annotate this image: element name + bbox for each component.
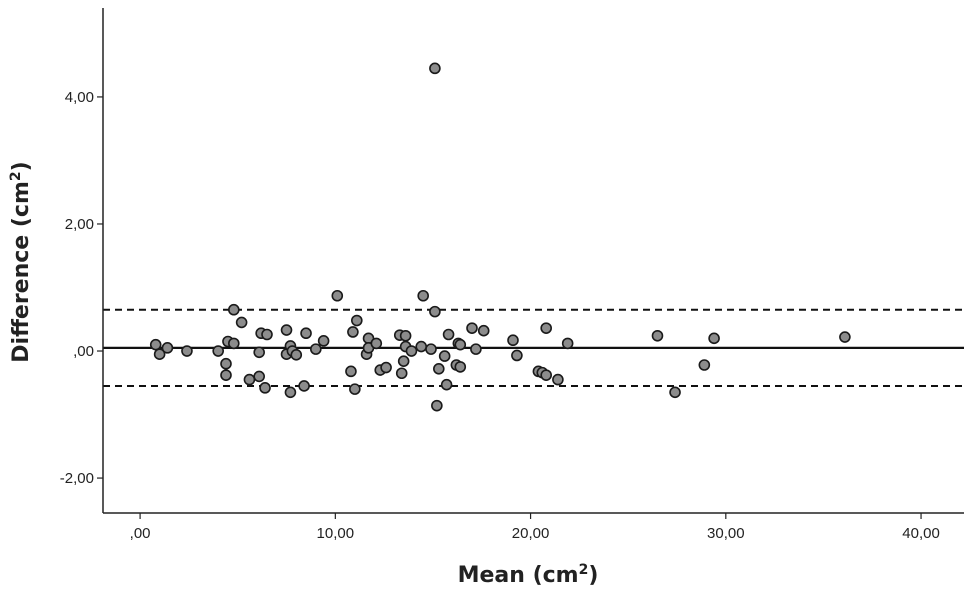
scatter-point	[395, 367, 408, 380]
scatter-point	[466, 322, 478, 334]
scatter-point	[161, 342, 174, 354]
scatter-point	[698, 359, 711, 371]
scatter-point	[399, 329, 412, 342]
y-tick-label: ,00	[73, 343, 94, 360]
scatter-point	[212, 345, 224, 357]
scatter-point	[370, 337, 383, 350]
scatter-point	[380, 361, 392, 374]
scatter-point	[220, 357, 232, 370]
scatter-point	[345, 365, 357, 378]
scatter-point	[259, 382, 271, 394]
scatter-point	[349, 383, 361, 395]
scatter-point	[310, 343, 322, 355]
scatter-point	[708, 332, 720, 345]
scatter-point	[228, 337, 240, 350]
y-axis-title-superscript: 2	[8, 171, 24, 181]
scatter-point	[438, 350, 451, 362]
scatter-point	[507, 334, 519, 347]
y-axis-ticks: -2,00 ,00 2,00 4,00	[60, 89, 103, 487]
reference-lines	[103, 308, 964, 387]
x-tick-label: 10,00	[317, 525, 355, 542]
x-tick-label: 30,00	[707, 525, 745, 542]
scatter-point	[253, 370, 265, 383]
y-tick-label: 2,00	[65, 216, 94, 233]
scatter-point	[511, 349, 523, 362]
x-axis-title-superscript: 2	[579, 562, 589, 578]
scatter-point	[454, 338, 467, 351]
x-tick-label: 40,00	[902, 525, 940, 542]
scatter-point	[284, 386, 297, 399]
scatter-point	[280, 324, 293, 336]
scatter-point	[181, 345, 193, 357]
scatter-point	[540, 369, 552, 381]
scatter-point	[228, 303, 240, 316]
scatter-point	[405, 345, 418, 357]
scatter-point	[298, 380, 310, 392]
y-axis-title: Difference (cm2)	[8, 161, 34, 362]
scatter-point	[431, 399, 443, 412]
scatter-point	[261, 328, 273, 341]
scatter-point	[397, 355, 410, 367]
scatter-point	[429, 305, 441, 318]
scatter-point	[317, 335, 330, 347]
scatter-point	[561, 337, 574, 350]
scatter-point	[454, 361, 467, 373]
scatter-point	[331, 289, 344, 302]
y-tick-label: 4,00	[65, 89, 94, 106]
scatter-point	[415, 340, 428, 353]
scatter-point	[153, 348, 166, 360]
scatter-point	[149, 338, 162, 351]
scatter-point	[290, 349, 303, 361]
scatter-point	[540, 322, 552, 334]
scatter-point	[839, 331, 851, 343]
x-axis-title: Mean (cm2)	[458, 562, 599, 588]
scatter-point	[433, 363, 445, 375]
scatter-point	[429, 62, 441, 75]
scatter-point	[470, 343, 482, 355]
scatter-point	[417, 289, 429, 302]
data-points	[149, 62, 851, 412]
scatter-point	[477, 324, 490, 337]
scatter-point	[669, 386, 681, 399]
scatter-point	[651, 329, 664, 342]
scatter-point	[552, 373, 564, 386]
scatter-point	[347, 326, 359, 338]
gridless-plot-area	[103, 62, 964, 412]
scatter-point	[351, 314, 363, 327]
scatter-point	[243, 373, 256, 386]
scatter-point	[253, 346, 265, 359]
scatter-point	[425, 343, 437, 355]
scatter-point	[442, 328, 455, 341]
scatter-point	[440, 378, 453, 391]
y-tick-label: -2,00	[60, 470, 94, 487]
scatter-point	[235, 316, 248, 329]
scatter-point	[220, 369, 232, 381]
x-tick-label: ,00	[130, 525, 151, 542]
x-axis-ticks: ,00 10,00 20,00 30,00 40,00	[130, 513, 940, 542]
x-tick-label: 20,00	[512, 525, 550, 542]
scatter-point	[300, 327, 312, 340]
